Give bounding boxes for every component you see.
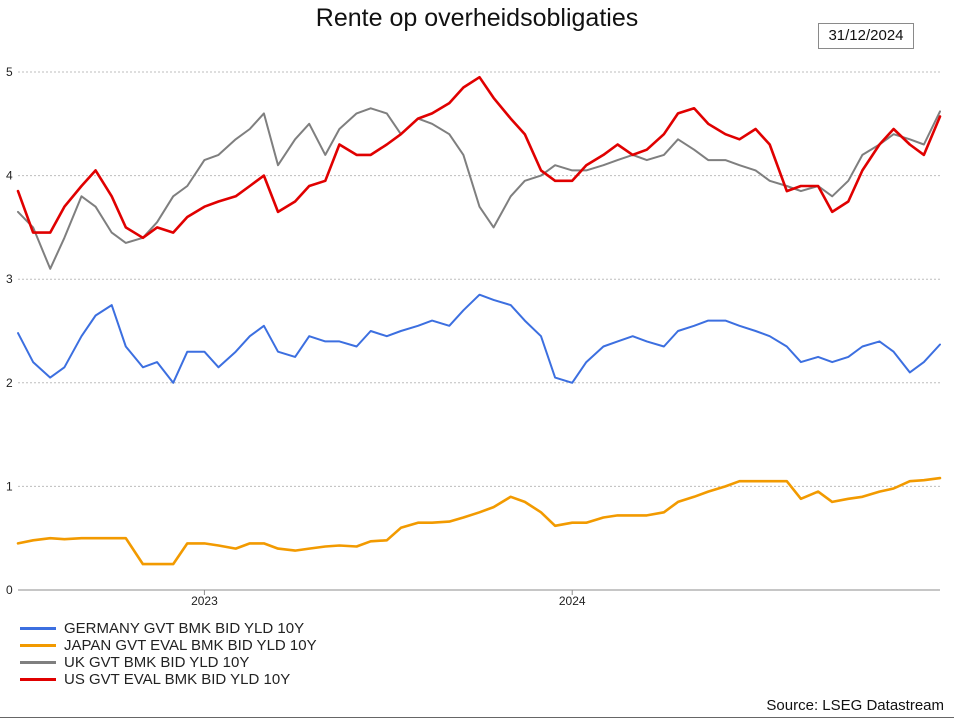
legend-item: JAPAN GVT EVAL BMK BID YLD 10Y [20,637,317,654]
series-lines [16,75,942,566]
legend: GERMANY GVT BMK BID YLD 10Y JAPAN GVT EVA… [20,620,317,688]
legend-swatch [20,627,56,630]
x-axis-ticks: 2023 2024 [191,590,586,608]
source-note: Source: LSEG Datastream [766,697,944,714]
legend-item: UK GVT BMK BID YLD 10Y [20,654,317,671]
y-tick-label: 0 [6,583,13,597]
grid-lines [18,71,940,591]
x-tick-label: 2024 [559,594,586,608]
legend-label: GERMANY GVT BMK BID YLD 10Y [64,620,305,637]
y-axis-ticks: 0 1 2 3 4 5 [6,65,13,597]
legend-swatch [20,678,56,681]
date-label: 31/12/2024 [818,23,914,49]
y-tick-label: 5 [6,65,13,79]
series-line-japan-gvt-eval-bmk-bid-yld-10y [16,476,942,566]
legend-label: JAPAN GVT EVAL BMK BID YLD 10Y [64,637,317,654]
bottom-rule [0,717,954,718]
series-line-uk-gvt-bmk-bid-yld-10y [17,107,941,270]
y-tick-label: 2 [6,376,13,390]
series-line-us-gvt-eval-bmk-bid-yld-10y [16,75,942,240]
legend-label: US GVT EVAL BMK BID YLD 10Y [64,671,291,688]
legend-swatch [20,661,56,664]
y-tick-label: 3 [6,272,13,286]
x-tick-label: 2023 [191,594,218,608]
y-tick-label: 4 [6,169,13,183]
chart-title: Rente op overheidsobligaties [315,4,639,32]
y-tick-label: 1 [6,479,13,493]
legend-item: US GVT EVAL BMK BID YLD 10Y [20,671,317,688]
legend-label: UK GVT BMK BID YLD 10Y [64,654,250,671]
series-line-germany-gvt-bmk-bid-yld-10y [17,293,941,384]
legend-swatch [20,644,56,647]
legend-item: GERMANY GVT BMK BID YLD 10Y [20,620,317,637]
